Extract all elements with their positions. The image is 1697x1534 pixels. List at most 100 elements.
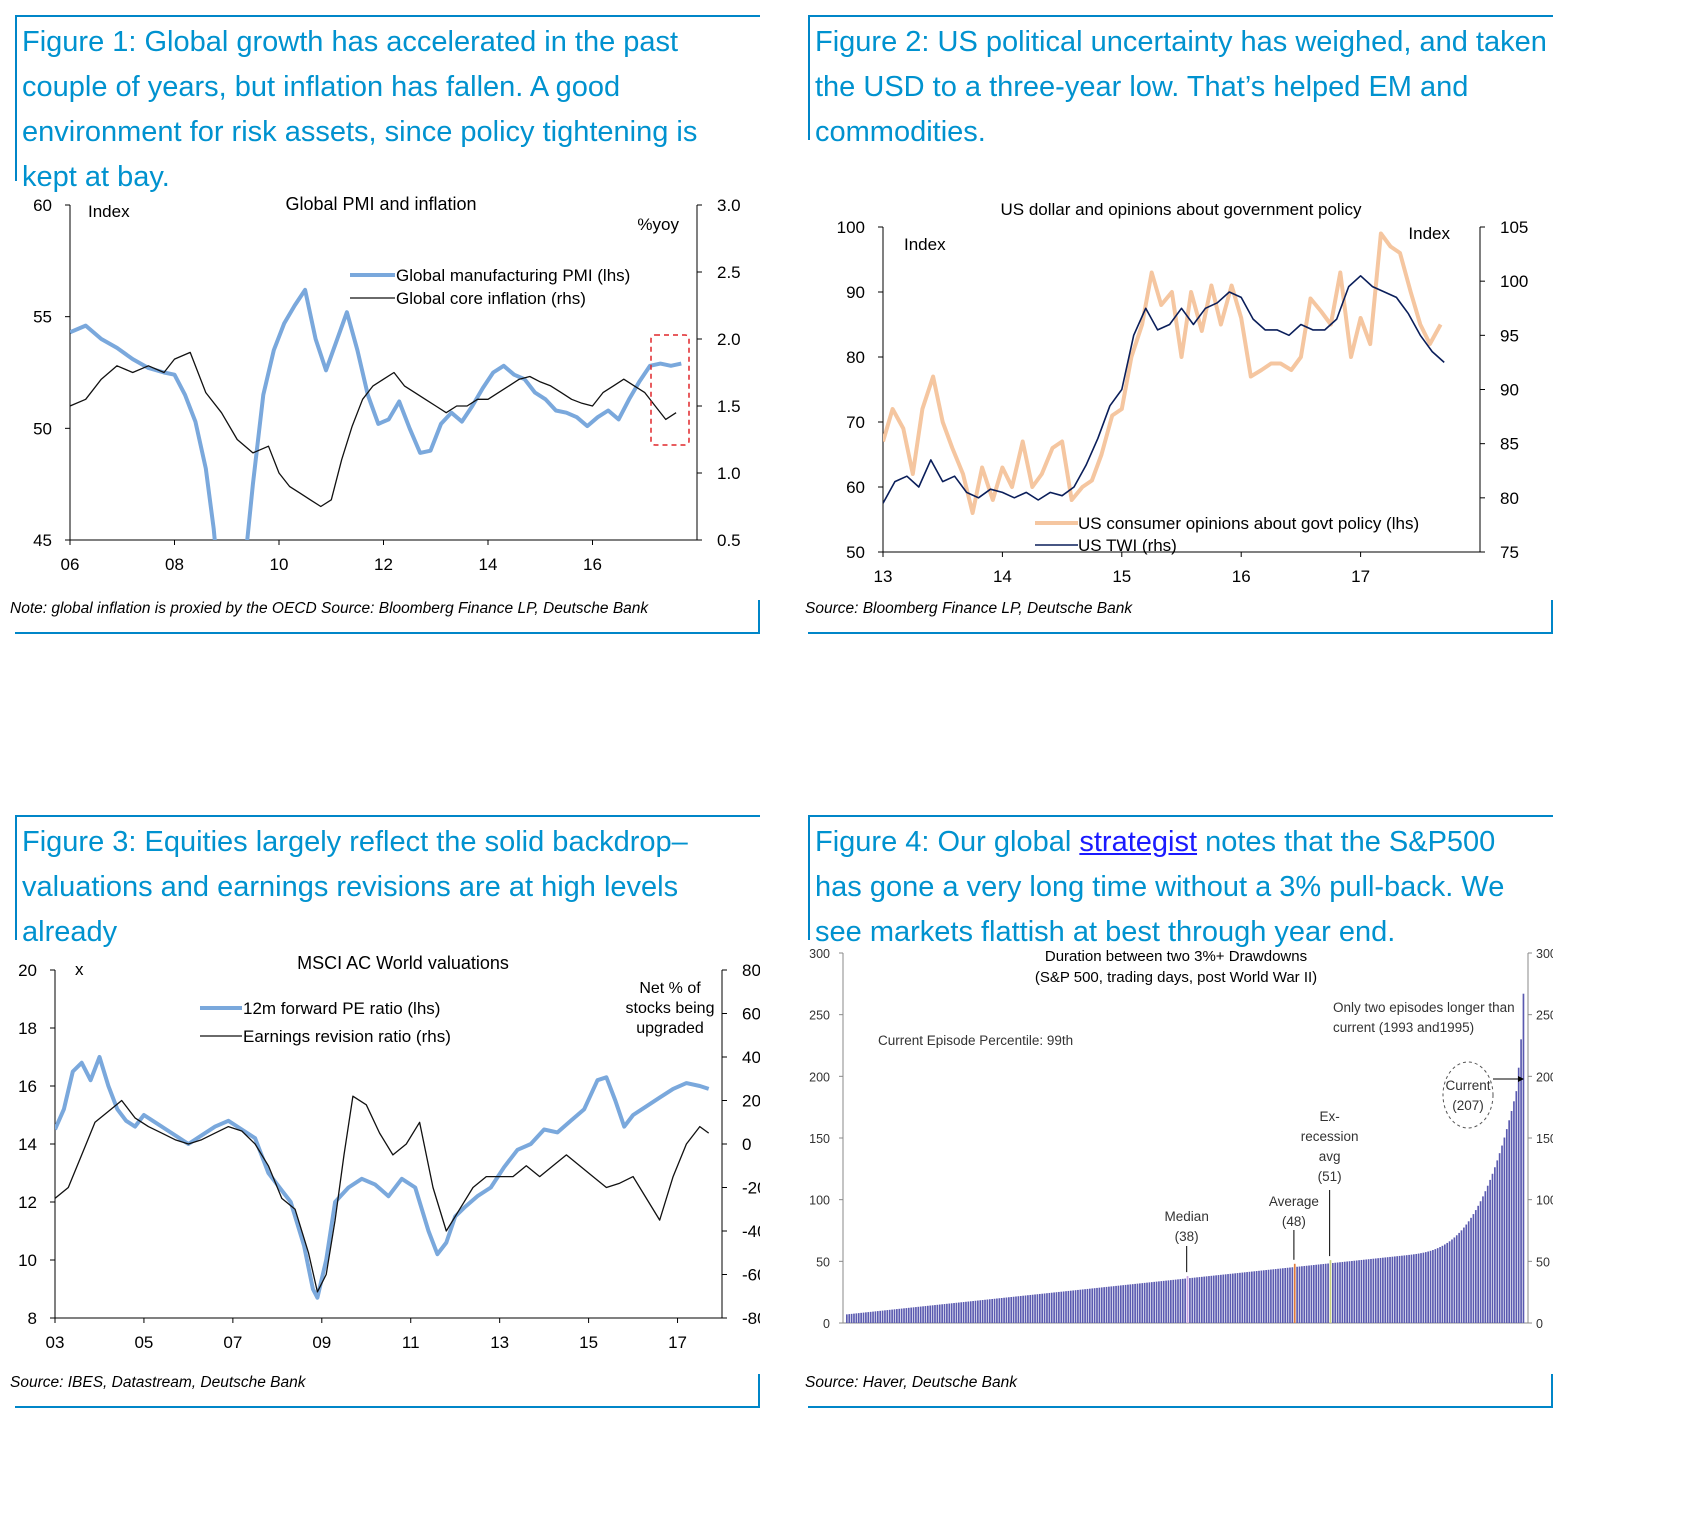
- x-tick-label: 14: [479, 555, 498, 570]
- bar: [1491, 1173, 1494, 1323]
- bar: [1515, 1091, 1518, 1323]
- bar: [860, 1312, 862, 1323]
- bar: [1267, 1269, 1270, 1323]
- bar: [1413, 1254, 1415, 1323]
- bar: [1272, 1269, 1275, 1323]
- bar: [950, 1303, 953, 1323]
- bar: [1158, 1281, 1160, 1323]
- legend-label-twi: US TWI (rhs): [1078, 536, 1177, 555]
- bar: [898, 1308, 901, 1323]
- bar: [1248, 1271, 1251, 1323]
- bar: [996, 1298, 998, 1323]
- bar: [967, 1301, 970, 1323]
- series-line-2: [883, 275, 1445, 504]
- chart-title: MSCI AC World valuations: [297, 953, 509, 973]
- bar: [1134, 1283, 1136, 1323]
- bar: [948, 1303, 951, 1323]
- left-tick-label: 50: [816, 1255, 830, 1269]
- left-tick-label: 250: [809, 1009, 830, 1023]
- bar: [1317, 1264, 1320, 1323]
- bar: [1008, 1297, 1010, 1323]
- bar: [1496, 1160, 1499, 1323]
- bar: [1415, 1253, 1418, 1323]
- right-tick-label: 80: [742, 961, 760, 980]
- right-tick-label: 75: [1500, 543, 1519, 562]
- bar: [1384, 1257, 1387, 1323]
- bar: [1110, 1286, 1113, 1323]
- x-tick-label: 16: [1232, 567, 1251, 585]
- bar: [915, 1307, 917, 1323]
- bar: [979, 1300, 982, 1323]
- right-tick-label: 150: [1536, 1132, 1553, 1146]
- bar: [1324, 1263, 1327, 1323]
- panel-bottom-rule: [15, 632, 760, 634]
- bar: [1046, 1293, 1048, 1323]
- bar: [1293, 1263, 1296, 1323]
- bar: [1100, 1287, 1103, 1323]
- figure-2-title: Figure 2: US political uncertainty has w…: [815, 26, 1547, 148]
- bar: [1265, 1270, 1267, 1323]
- bar: [855, 1313, 858, 1323]
- bar: [1489, 1179, 1491, 1323]
- bar: [931, 1305, 934, 1323]
- bar: [893, 1309, 896, 1323]
- bar: [1143, 1282, 1146, 1323]
- legend-label-pmi: Global manufacturing PMI (lhs): [396, 266, 630, 285]
- bar: [1055, 1292, 1058, 1323]
- strategist-link[interactable]: strategist: [1079, 826, 1198, 858]
- bar: [1131, 1284, 1134, 1323]
- bar: [886, 1310, 889, 1323]
- panel-right-rule: [758, 600, 760, 634]
- bar: [1010, 1296, 1013, 1323]
- bar: [1341, 1261, 1344, 1323]
- bar: [1482, 1196, 1484, 1323]
- y-axis-right-label-line: stocks being: [626, 1000, 715, 1017]
- median-annotation-line: (38): [1175, 1229, 1199, 1244]
- y-axis-right-label-line: Net % of: [639, 980, 701, 997]
- series-line-1: [883, 231, 1443, 515]
- bar: [1077, 1289, 1079, 1323]
- bar: [965, 1301, 967, 1323]
- bar: [1096, 1287, 1098, 1323]
- right-tick-label: 200: [1536, 1070, 1553, 1084]
- bar: [974, 1300, 977, 1323]
- longer-annotation-line: Only two episodes longer than: [1333, 1000, 1515, 1015]
- left-tick-label: 60: [33, 196, 52, 215]
- x-tick-label: 03: [46, 1333, 65, 1350]
- bar: [1332, 1262, 1334, 1323]
- bar: [1339, 1262, 1341, 1323]
- bar: [1303, 1266, 1306, 1323]
- percentile-annotation: Current Episode Percentile: 99th: [878, 1033, 1073, 1048]
- bar: [1155, 1281, 1158, 1323]
- bar: [1127, 1284, 1129, 1323]
- bar: [1093, 1288, 1096, 1323]
- bar: [1365, 1259, 1368, 1323]
- bar: [1451, 1239, 1453, 1323]
- right-tick-label: 2.5: [717, 263, 741, 282]
- bar: [938, 1304, 941, 1323]
- bar: [1243, 1272, 1246, 1323]
- bar: [1036, 1294, 1039, 1323]
- x-tick-label: 17: [668, 1333, 687, 1350]
- left-tick-label: 80: [846, 348, 865, 367]
- bar: [1253, 1271, 1256, 1323]
- bar: [1455, 1235, 1458, 1323]
- bar: [988, 1299, 991, 1323]
- highlight-box: [650, 334, 690, 446]
- bar: [1308, 1265, 1310, 1323]
- bar: [1279, 1268, 1282, 1323]
- current-annotation-line: Current: [1445, 1078, 1490, 1093]
- panel-right-rule: [1551, 1374, 1553, 1408]
- bar: [1234, 1273, 1237, 1323]
- bar: [1041, 1293, 1044, 1323]
- bar: [1301, 1266, 1303, 1323]
- bar: [884, 1310, 886, 1323]
- bar: [1465, 1224, 1468, 1323]
- current-circle: [1442, 1061, 1494, 1129]
- right-tick-label: 60: [742, 1005, 760, 1024]
- left-tick-label: 16: [18, 1077, 37, 1096]
- bar: [1165, 1280, 1167, 1323]
- bar: [1208, 1276, 1210, 1323]
- bar: [881, 1310, 884, 1323]
- bar: [846, 1314, 848, 1323]
